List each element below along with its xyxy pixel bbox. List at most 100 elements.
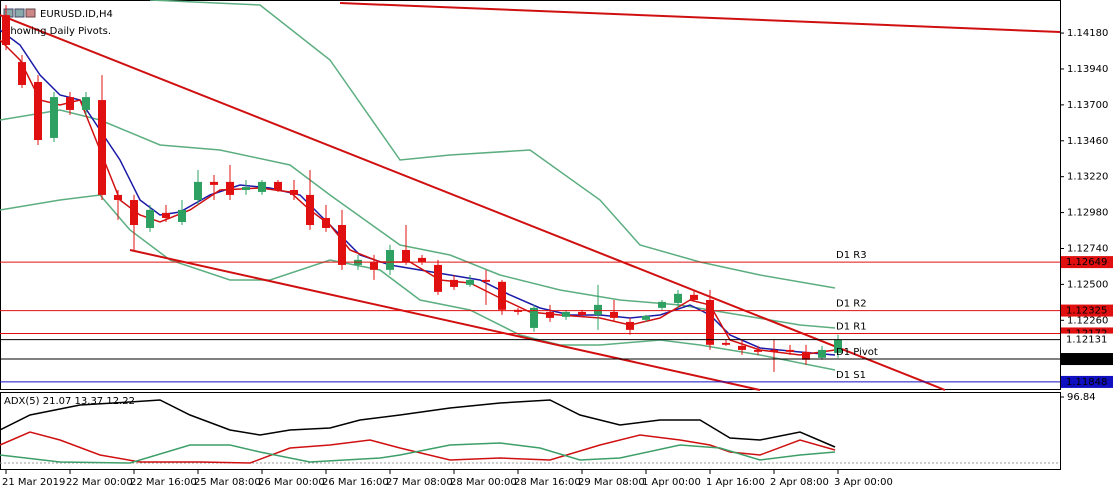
pivot-name: D1 R3 bbox=[836, 250, 867, 261]
price-tag bbox=[1061, 304, 1113, 317]
trend-line bbox=[339, 2, 1061, 33]
current-price-label: 1.12131 bbox=[1066, 335, 1107, 346]
adx-line bbox=[0, 399, 836, 448]
candle-body bbox=[66, 97, 74, 110]
candle-body bbox=[466, 279, 474, 285]
candle-body bbox=[530, 307, 538, 328]
candle-body bbox=[258, 181, 266, 192]
candle-body bbox=[626, 321, 634, 330]
candle-body bbox=[98, 100, 106, 195]
x-tick-label: 1 Apr 00:00 bbox=[642, 477, 701, 488]
x-tick-label: 21 Mar 2019 bbox=[2, 477, 65, 488]
main-panel bbox=[0, 0, 1061, 390]
blue-ma bbox=[0, 29, 836, 356]
candle-body bbox=[178, 209, 186, 223]
price-tag bbox=[1061, 333, 1113, 346]
x-tick-label: 26 Mar 16:00 bbox=[322, 477, 389, 488]
candle-body bbox=[386, 249, 394, 270]
candle-body bbox=[658, 301, 666, 308]
x-tick-label: 3 Apr 00:00 bbox=[834, 477, 893, 488]
y-tick-label: 1.12980 bbox=[1067, 208, 1108, 219]
x-tick-label: 28 Mar 00:00 bbox=[450, 477, 517, 488]
candle-body bbox=[338, 224, 346, 265]
candle-body bbox=[114, 194, 122, 201]
y-tick-label: 1.14180 bbox=[1067, 28, 1108, 39]
candle-body bbox=[754, 349, 762, 352]
candle-body bbox=[242, 186, 250, 190]
candle-body bbox=[434, 264, 442, 292]
candle-body bbox=[402, 249, 410, 262]
y-tick-label: 1.13460 bbox=[1067, 136, 1108, 147]
candle-body bbox=[274, 181, 282, 190]
candle-body bbox=[226, 181, 234, 195]
adx-panel bbox=[0, 392, 1061, 470]
y-tick-label: 1.13700 bbox=[1067, 100, 1108, 111]
x-tick-label: 2 Apr 08:00 bbox=[770, 477, 829, 488]
candle-body bbox=[2, 15, 10, 46]
candle-body bbox=[610, 311, 618, 318]
x-tick-label: 22 Mar 16:00 bbox=[130, 477, 197, 488]
icon bbox=[25, 8, 36, 18]
candle-body bbox=[690, 294, 698, 300]
pivot-name: D1 R1 bbox=[836, 321, 867, 332]
candle-body bbox=[418, 257, 426, 262]
candle-body bbox=[546, 311, 554, 318]
candle-body bbox=[706, 299, 714, 345]
candle-body bbox=[786, 349, 794, 352]
candle-body bbox=[370, 261, 378, 270]
candle-body bbox=[290, 189, 298, 195]
x-tick-label: 27 Mar 08:00 bbox=[386, 477, 453, 488]
price-tag bbox=[1061, 256, 1113, 269]
candle-body bbox=[18, 62, 26, 85]
trend-line bbox=[0, 14, 946, 391]
candle-body bbox=[738, 345, 746, 350]
candle-body bbox=[802, 351, 810, 360]
candle-body bbox=[34, 81, 42, 141]
x-tick-label: 29 Mar 08:00 bbox=[578, 477, 645, 488]
y-tick-label: 1.13940 bbox=[1067, 64, 1108, 75]
price-tag-label: 1.12649 bbox=[1066, 257, 1107, 268]
price-tag bbox=[1061, 353, 1113, 366]
y-tick-label: 1.12740 bbox=[1067, 243, 1108, 254]
y-tick-label: 1.12500 bbox=[1067, 279, 1108, 290]
candle-body bbox=[578, 311, 586, 315]
trend-line bbox=[129, 249, 761, 391]
pivot-name: D1 S1 bbox=[836, 370, 866, 381]
candle-body bbox=[482, 279, 490, 282]
adx-title: ADX(5) 21.07 13.37 12.22 bbox=[4, 396, 135, 407]
candle-body bbox=[50, 97, 58, 138]
candle-body bbox=[82, 97, 90, 110]
candle-body bbox=[450, 279, 458, 287]
price-tag-label: 1.12325 bbox=[1066, 306, 1107, 317]
candle-body bbox=[162, 212, 170, 218]
minus-di bbox=[0, 442, 836, 464]
upper-band bbox=[149, 0, 836, 289]
x-tick-label: 1 Apr 16:00 bbox=[706, 477, 765, 488]
x-tick-label: 28 Mar 16:00 bbox=[514, 477, 581, 488]
candle-body bbox=[146, 209, 154, 228]
candle-body bbox=[674, 293, 682, 303]
candle-body bbox=[562, 311, 570, 317]
candle-body bbox=[642, 315, 650, 320]
subtitle: Showing Daily Pivots. bbox=[4, 26, 111, 37]
price-tag-label: 1.11848 bbox=[1066, 377, 1107, 388]
candle-body bbox=[210, 181, 218, 185]
y-tick-label: 1.13220 bbox=[1067, 172, 1108, 183]
candle-body bbox=[306, 194, 314, 225]
candle-body bbox=[130, 200, 138, 225]
lower-band bbox=[0, 194, 836, 371]
candle-body bbox=[594, 304, 602, 315]
y-tick-label: 1.12260 bbox=[1067, 315, 1108, 326]
x-tick-label: 22 Mar 00:00 bbox=[66, 477, 133, 488]
candle-body bbox=[722, 342, 730, 345]
x-tick-label: 26 Mar 00:00 bbox=[258, 477, 325, 488]
adx-tick-label: 96.84 bbox=[1067, 392, 1096, 403]
candle-body bbox=[834, 339, 842, 353]
candle-body bbox=[498, 281, 506, 310]
candle-body bbox=[194, 181, 202, 201]
pivot-name: D1 R2 bbox=[836, 299, 867, 310]
chart-title: EURUSD.ID,H4 bbox=[40, 9, 113, 20]
candle-body bbox=[770, 349, 778, 352]
